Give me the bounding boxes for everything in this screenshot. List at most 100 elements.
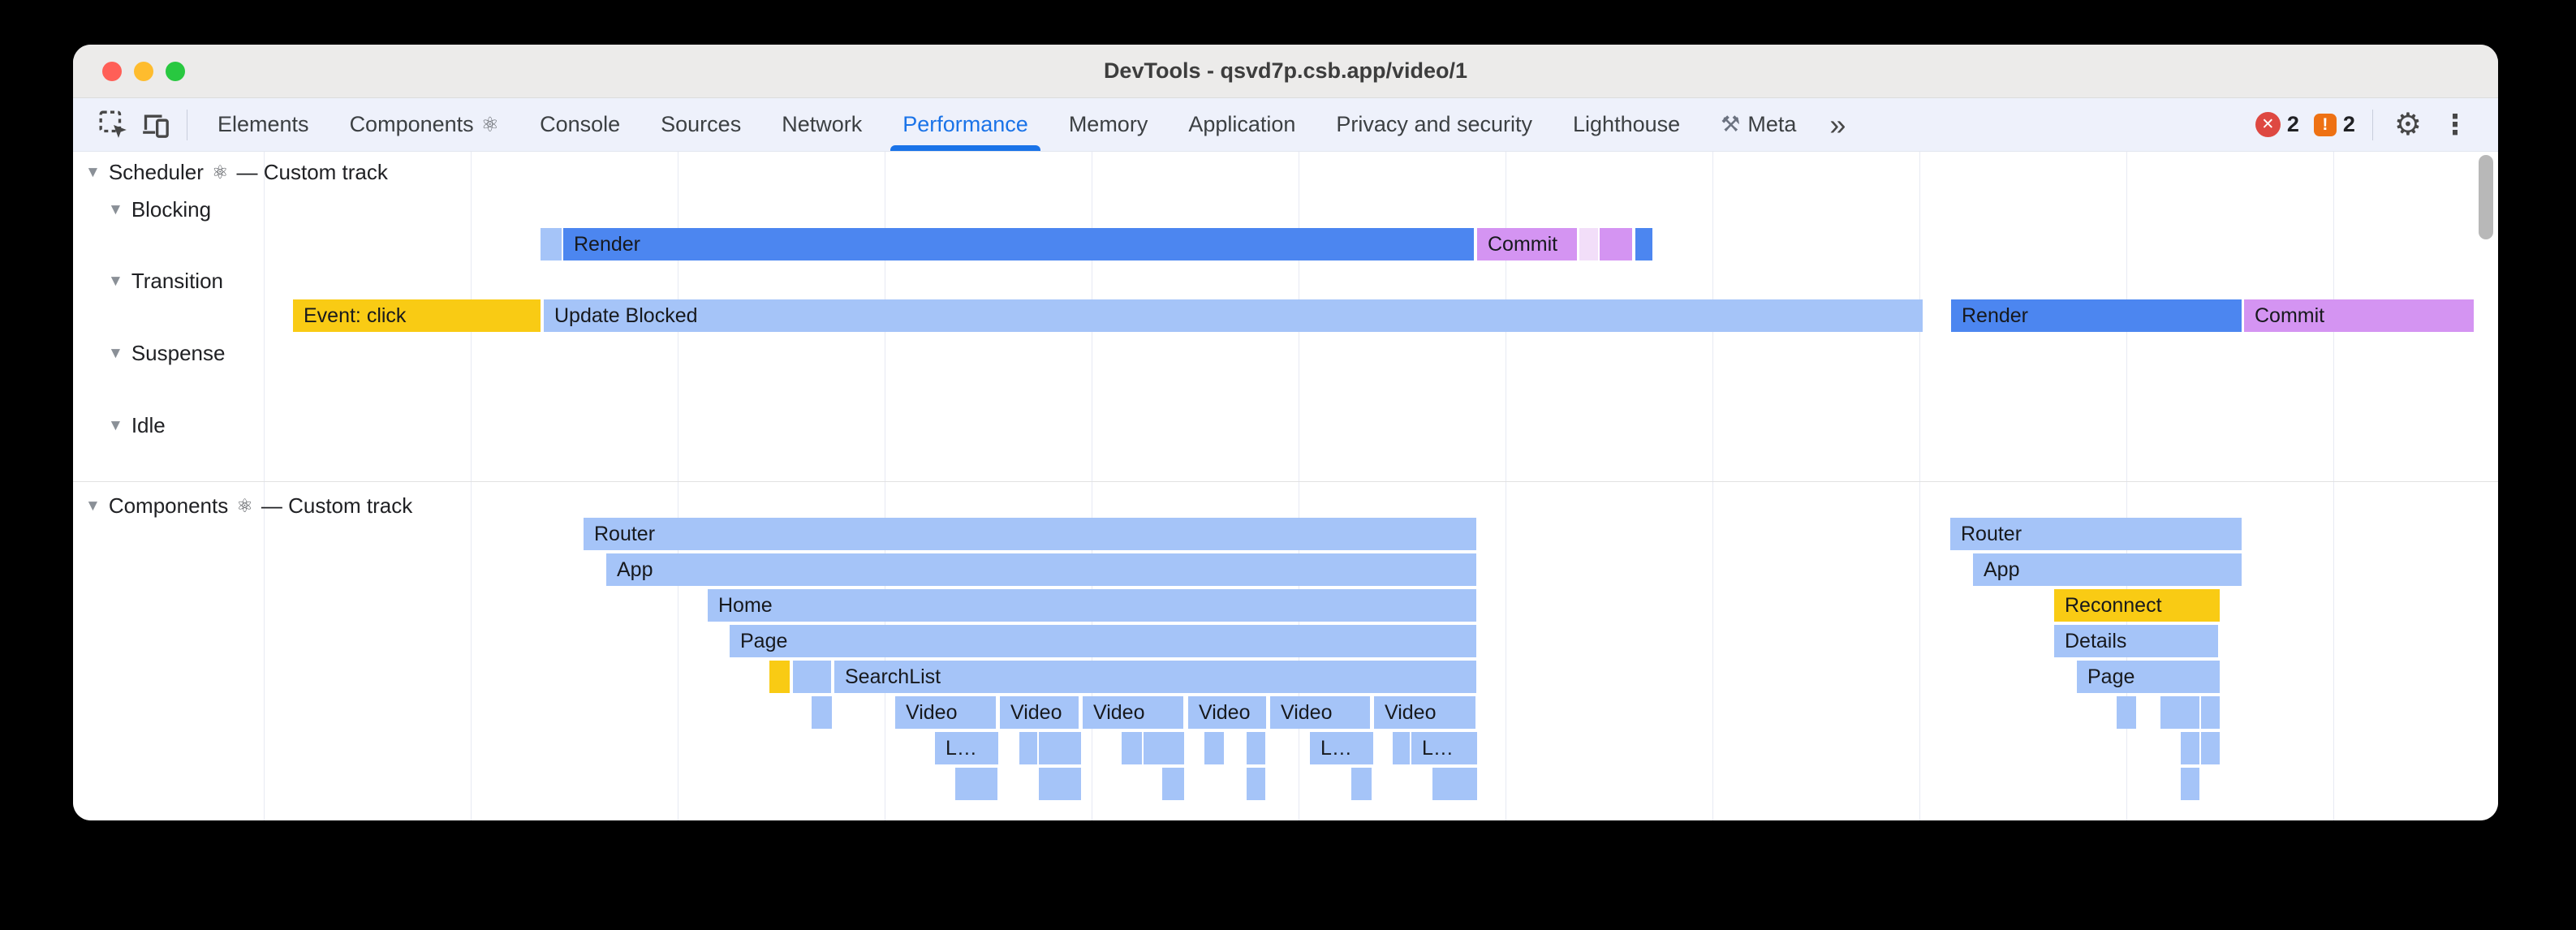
close-button[interactable]	[102, 61, 122, 81]
flame-bar-page[interactable]: Page	[730, 625, 1476, 657]
expander-icon[interactable]: ▼	[85, 163, 101, 181]
kebab-menu-icon[interactable]: ⋮	[2441, 109, 2469, 140]
tab-components[interactable]: Components ⚛	[330, 98, 520, 151]
flame-bar-segment[interactable]	[2181, 732, 2199, 764]
scrollbar-thumb[interactable]	[2479, 155, 2493, 239]
expander-icon[interactable]: ▼	[108, 416, 123, 434]
tab-console[interactable]: Console	[519, 98, 640, 151]
titlebar: DevTools - qsvd7p.csb.app/video/1	[73, 45, 2498, 98]
flame-bar-segment[interactable]	[1039, 732, 1081, 764]
warning-badge[interactable]: ! 2	[2313, 112, 2355, 137]
flame-bar-segment[interactable]	[1432, 768, 1477, 800]
minimize-button[interactable]	[134, 61, 153, 81]
flame-bar-segment[interactable]	[1039, 768, 1081, 800]
flame-bar-segment[interactable]	[1247, 768, 1265, 800]
error-badge[interactable]: ✕ 2	[2255, 112, 2299, 137]
devtools-window: DevTools - qsvd7p.csb.app/video/1 Elemen…	[73, 45, 2498, 820]
flame-bar-video[interactable]: Video	[1000, 696, 1079, 729]
flame-bar-event-click[interactable]: Event: click	[293, 299, 541, 332]
flame-bar-searchlist[interactable]: SearchList	[834, 661, 1476, 693]
flame-bar-segment[interactable]	[1579, 228, 1598, 260]
tab-label: Application	[1188, 112, 1296, 136]
flame-bar-commit[interactable]: Commit	[1477, 228, 1577, 260]
flame-bar-render[interactable]: Render	[563, 228, 1474, 260]
lane-suspense[interactable]: ▼ Suspense	[108, 339, 225, 367]
flame-bar-segment[interactable]	[2201, 696, 2220, 729]
lane-blocking[interactable]: ▼ Blocking	[108, 196, 211, 223]
device-toolbar-icon[interactable]	[135, 104, 177, 146]
tab-lighthouse[interactable]: Lighthouse	[1553, 98, 1700, 151]
flame-bar-segment[interactable]	[1393, 732, 1410, 764]
flame-bar-segment[interactable]	[2201, 732, 2220, 764]
expander-icon[interactable]: ▼	[85, 497, 101, 515]
lane-idle[interactable]: ▼ Idle	[108, 411, 166, 439]
track-suffix: — Custom track	[236, 159, 388, 184]
flame-bar-segment[interactable]	[2181, 768, 2199, 800]
tab-label: Meta	[1747, 112, 1797, 136]
expander-icon[interactable]: ▼	[108, 272, 123, 290]
flame-bar-router[interactable]: Router	[584, 518, 1476, 550]
flame-bar-segment[interactable]	[1122, 732, 1142, 764]
tab-performance[interactable]: Performance	[882, 98, 1049, 151]
flame-bar-update-blocked[interactable]: Update Blocked	[544, 299, 1923, 332]
react-atom-icon: ⚛	[236, 494, 253, 516]
flame-bar-segment[interactable]	[1351, 768, 1372, 800]
tab-application[interactable]: Application	[1168, 98, 1316, 151]
flame-bar-page[interactable]: Page	[2077, 661, 2220, 693]
flame-bar-l[interactable]: L…	[1411, 732, 1477, 764]
flame-bar-render[interactable]: Render	[1951, 299, 2242, 332]
flame-bar-video[interactable]: Video	[1374, 696, 1475, 729]
flame-bar-segment[interactable]	[2117, 696, 2136, 729]
tab-label: Privacy and security	[1336, 112, 1533, 136]
flame-bar-app[interactable]: App	[1973, 553, 2242, 586]
flame-bar-segment[interactable]	[812, 696, 832, 729]
flame-bar-segment[interactable]	[1019, 732, 1037, 764]
flame-bar-segment[interactable]	[955, 768, 997, 800]
inspect-icon[interactable]	[93, 104, 135, 146]
flame-bar-app[interactable]: App	[606, 553, 1476, 586]
flame-bar-video[interactable]: Video	[1270, 696, 1370, 729]
active-tab-underline	[890, 145, 1040, 151]
flame-bar-segment[interactable]	[1600, 228, 1632, 260]
flame-bar-details[interactable]: Details	[2054, 625, 2218, 657]
flame-bar-video[interactable]: Video	[1083, 696, 1183, 729]
flame-bar-segment[interactable]	[1247, 732, 1265, 764]
flame-bar-segment[interactable]	[1635, 228, 1652, 260]
flame-bar-segment[interactable]	[769, 661, 790, 693]
flame-bar-reconnect[interactable]: Reconnect	[2054, 589, 2220, 622]
track-header-components[interactable]: ▼ Components ⚛ — Custom track	[85, 492, 412, 519]
flame-bar-segment[interactable]	[1204, 732, 1224, 764]
tab-label: Elements	[218, 112, 309, 136]
tab-privacy-and-security[interactable]: Privacy and security	[1316, 98, 1553, 151]
gridline	[471, 152, 472, 820]
tab-meta[interactable]: ⚒ Meta	[1700, 98, 1816, 151]
flame-bar-l[interactable]: L…	[1310, 732, 1373, 764]
flame-bar-segment[interactable]	[793, 661, 831, 693]
flame-bar-video[interactable]: Video	[895, 696, 996, 729]
performance-flame-chart: ▼ Scheduler ⚛ — Custom track ▼ Blocking ▼ Trans…	[73, 152, 2498, 820]
tab-label: Console	[540, 112, 621, 136]
settings-gear-icon[interactable]: ⚙	[2393, 107, 2422, 142]
tab-elements[interactable]: Elements	[197, 98, 330, 151]
flame-bar-home[interactable]: Home	[708, 589, 1476, 622]
zoom-button[interactable]	[166, 61, 185, 81]
react-atom-icon: ⚛	[211, 161, 229, 183]
flame-bar-segment[interactable]	[1162, 768, 1184, 800]
tab-network[interactable]: Network	[761, 98, 882, 151]
flame-bar-commit[interactable]: Commit	[2244, 299, 2474, 332]
tab-label: Components	[349, 112, 474, 136]
flame-bar-segment[interactable]	[1144, 732, 1184, 764]
flame-bar-l[interactable]: L…	[935, 732, 998, 764]
flame-bar-segment[interactable]	[541, 228, 562, 260]
track-name: Scheduler	[108, 159, 204, 184]
flame-bar-video[interactable]: Video	[1188, 696, 1266, 729]
lane-transition[interactable]: ▼ Transition	[108, 267, 223, 295]
flame-bar-segment[interactable]	[2160, 696, 2199, 729]
expander-icon[interactable]: ▼	[108, 200, 123, 218]
more-tabs-icon[interactable]: »	[1829, 107, 1846, 141]
flame-bar-router[interactable]: Router	[1950, 518, 2242, 550]
track-header-scheduler[interactable]: ▼ Scheduler ⚛ — Custom track	[85, 158, 388, 186]
tab-sources[interactable]: Sources	[640, 98, 761, 151]
expander-icon[interactable]: ▼	[108, 344, 123, 362]
tab-memory[interactable]: Memory	[1049, 98, 1169, 151]
